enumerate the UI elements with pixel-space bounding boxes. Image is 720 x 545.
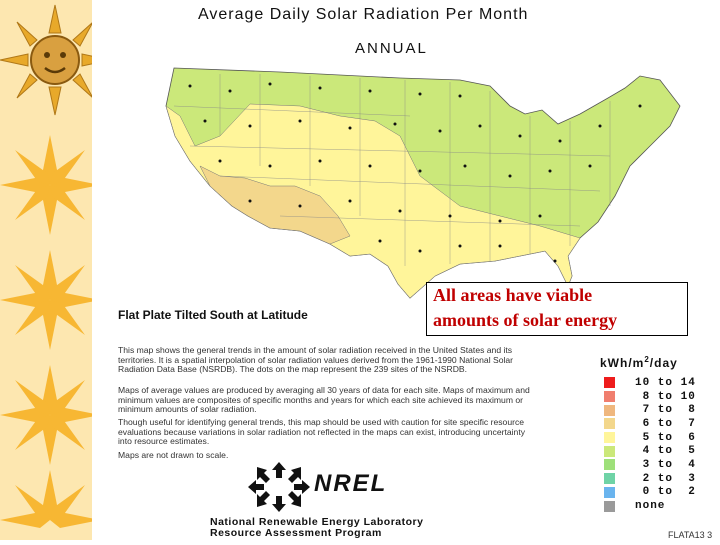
description-paragraph-3: Though useful for identifying general tr… xyxy=(118,417,526,446)
callout-box: All areas have viable amounts of solar e… xyxy=(426,282,688,336)
legend-label: 4 to 5 xyxy=(635,445,696,458)
legend-swatch xyxy=(604,500,615,512)
nrel-wordmark: NREL xyxy=(314,470,388,497)
callout-line-2: amounts of solar energy xyxy=(433,310,618,330)
legend-item: 10 to 14 xyxy=(604,376,696,390)
us-solar-map xyxy=(160,66,706,304)
lab-name: National Renewable Energy Laboratory xyxy=(210,516,424,528)
nsrdb-site-dots xyxy=(188,82,642,263)
legend-item: 4 to 5 xyxy=(604,444,696,458)
figure-id: FLATA13 3 xyxy=(668,530,713,540)
map-caption: Flat Plate Tilted South at Latitude xyxy=(118,308,308,322)
orange-region xyxy=(199,165,351,245)
legend-label: none xyxy=(635,500,666,513)
legend-label: 2 to 3 xyxy=(635,472,696,485)
legend-item: 7 to 8 xyxy=(604,403,696,417)
legend: 10 to 14 8 to 10 7 to 8 6 to 7 5 to 6 4 … xyxy=(604,376,696,513)
legend-item: none xyxy=(604,499,696,513)
legend-swatch xyxy=(604,404,615,416)
description-paragraph-4: Maps are not drawn to scale. xyxy=(118,450,229,460)
legend-swatch xyxy=(604,459,615,471)
sun-face-icon xyxy=(0,4,111,116)
legend-swatch xyxy=(604,486,615,498)
legend-item: 5 to 6 xyxy=(604,431,696,445)
nrel-logo-icon xyxy=(248,462,310,512)
sun-burst-icon xyxy=(0,135,100,528)
legend-item: 2 to 3 xyxy=(604,472,696,486)
legend-units-base: kWh/m xyxy=(600,356,645,370)
legend-units-suffix: /day xyxy=(649,356,678,370)
legend-label: 8 to 10 xyxy=(635,390,696,403)
callout-line-1: All areas have viable xyxy=(433,285,593,305)
map-subtitle: ANNUAL xyxy=(355,40,428,57)
state-borders xyxy=(173,74,611,266)
legend-units-exponent: 2 xyxy=(644,355,650,364)
map-title: Average Daily Solar Radiation Per Month xyxy=(198,6,529,23)
legend-swatch xyxy=(604,432,615,444)
legend-units: kWh/m2/day xyxy=(600,355,678,370)
legend-label: 3 to 4 xyxy=(635,458,696,471)
legend-label: 0 to 2 xyxy=(635,486,696,499)
legend-swatch xyxy=(604,377,615,389)
legend-label: 7 to 8 xyxy=(635,404,696,417)
legend-item: 8 to 10 xyxy=(604,390,696,404)
sun-decoration-sidebar xyxy=(0,0,111,540)
lab-program: Resource Assessment Program xyxy=(210,527,382,539)
description-paragraph-2: Maps of average values are produced by a… xyxy=(118,385,530,414)
legend-item: 0 to 2 xyxy=(604,486,696,500)
legend-swatch xyxy=(604,445,615,457)
legend-item: 6 to 7 xyxy=(604,417,696,431)
legend-label: 10 to 14 xyxy=(635,376,696,389)
legend-swatch xyxy=(604,473,615,485)
legend-label: 5 to 6 xyxy=(635,431,696,444)
legend-label: 6 to 7 xyxy=(635,417,696,430)
description-paragraph-1: This map shows the general trends in the… xyxy=(118,345,514,374)
legend-item: 3 to 4 xyxy=(604,458,696,472)
legend-swatch xyxy=(604,391,615,403)
legend-swatch xyxy=(604,418,615,430)
